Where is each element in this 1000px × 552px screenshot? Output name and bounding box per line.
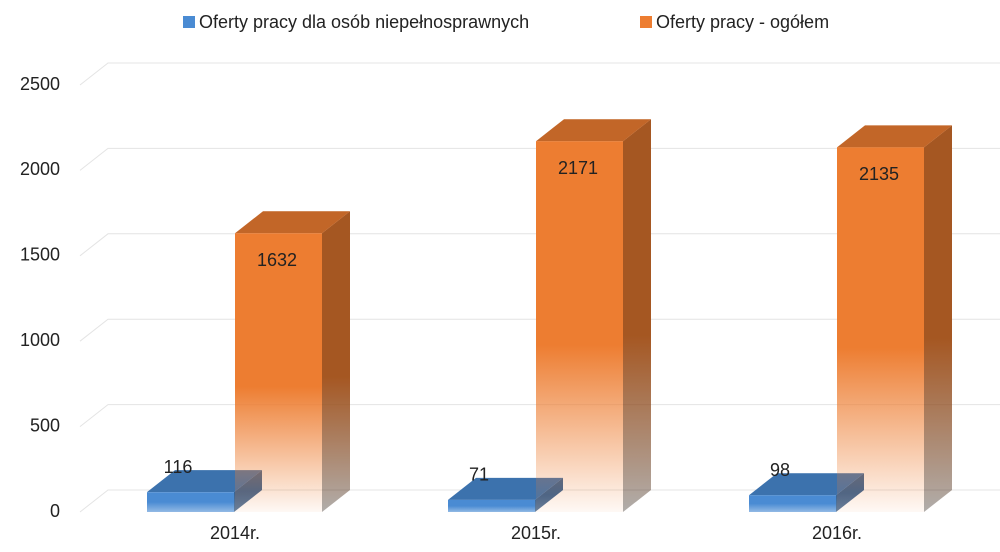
x-tick-label: 2016r. [812,523,862,543]
legend-label: Oferty pracy dla osób niepełnosprawnych [199,12,529,32]
grid-line [79,233,1000,257]
bar-side-shade [322,211,350,512]
bar-top [749,473,864,496]
bar-top-shade [749,473,864,496]
data-label: 1632 [257,250,297,270]
grid-line [79,489,1000,513]
bar [536,141,623,512]
bar [235,233,322,512]
bar-top [837,125,952,148]
data-label: 2135 [859,164,899,184]
y-tick-label: 2000 [20,159,60,179]
y-tick-label: 1000 [20,330,60,350]
grid-line [79,62,1000,86]
x-tick-label: 2015r. [511,523,561,543]
y-tick-label: 2500 [20,74,60,94]
grid-line [79,318,1000,342]
bar-side [924,125,952,512]
legend-swatch [640,16,652,28]
y-tick-label: 500 [30,415,60,435]
bar-side-shade [623,119,651,512]
x-tick-label: 2014r. [210,523,260,543]
bar-top-shade [448,477,563,500]
legend-label: Oferty pracy - ogółem [656,12,829,32]
grid-line [79,147,1000,171]
bar [749,495,836,512]
y-tick-label: 0 [50,501,60,521]
bar-top-shade [536,119,651,142]
bar-top-shade [837,125,952,148]
bar-top [448,477,563,500]
bar-top-shade [147,470,262,493]
bar-side [322,211,350,512]
bar-top [235,211,350,234]
bar-side [623,119,651,512]
bar-top [536,119,651,142]
bar-top-shade [235,211,350,234]
data-label: 71 [469,465,489,485]
bar [837,147,924,513]
data-label: 98 [770,460,790,480]
grid-line [79,404,1000,427]
data-label: 2171 [558,158,598,178]
bar [147,492,234,512]
legend-swatch [183,16,195,28]
bar [448,499,535,512]
data-label: 116 [164,457,193,477]
bar-side-shade [924,125,952,512]
y-tick-label: 1500 [20,245,60,265]
bar-top [147,470,262,493]
